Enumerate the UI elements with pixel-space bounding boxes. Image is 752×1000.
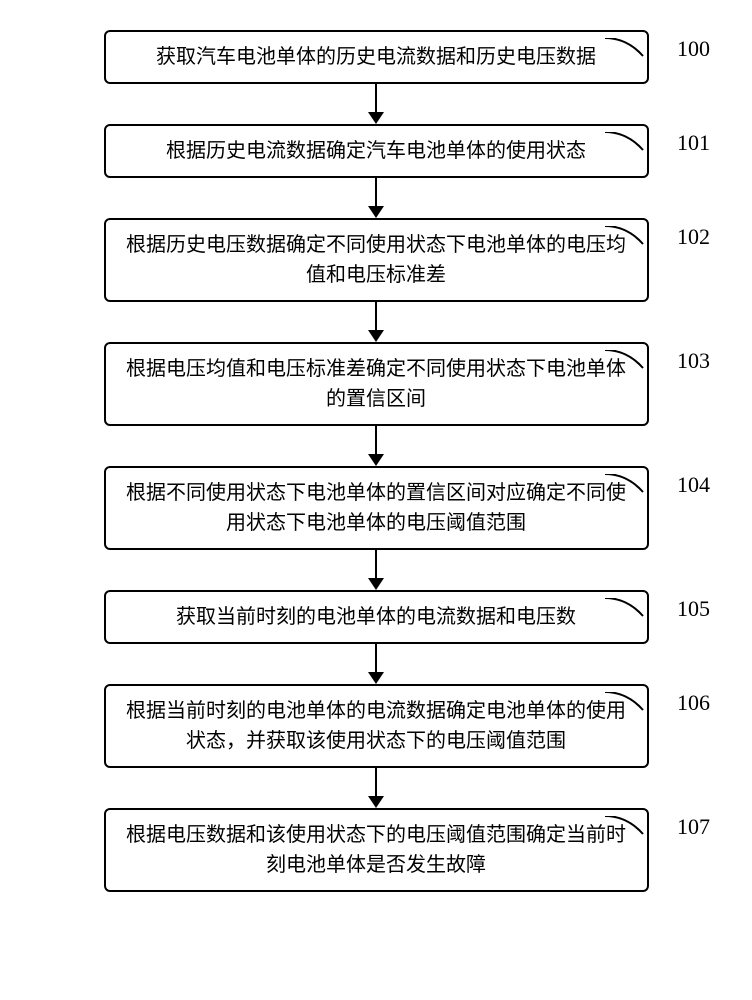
arrow-down-icon <box>368 84 384 124</box>
flow-step: 根据历史电压数据确定不同使用状态下电池单体的电压均值和电压标准差 102 <box>0 218 752 302</box>
step-text: 根据历史电压数据确定不同使用状态下电池单体的电压均值和电压标准差 <box>124 230 629 290</box>
step-box: 获取汽车电池单体的历史电流数据和历史电压数据 <box>104 30 649 84</box>
flow-step: 获取当前时刻的电池单体的电流数据和电压数 105 <box>0 590 752 644</box>
connector-line <box>605 692 650 714</box>
connector-line <box>605 132 650 154</box>
flowchart: 获取汽车电池单体的历史电流数据和历史电压数据 100 根据历史电流数据确定汽车电… <box>0 30 752 892</box>
step-text: 根据电压均值和电压标准差确定不同使用状态下电池单体的置信区间 <box>124 354 629 414</box>
step-label: 100 <box>677 36 710 62</box>
arrow-down-icon <box>368 302 384 342</box>
connector-line <box>605 350 650 372</box>
arrow-down-icon <box>368 644 384 684</box>
step-text: 根据当前时刻的电池单体的电流数据确定电池单体的使用状态，并获取该使用状态下的电压… <box>124 696 629 756</box>
step-label: 101 <box>677 130 710 156</box>
step-box: 根据电压均值和电压标准差确定不同使用状态下电池单体的置信区间 <box>104 342 649 426</box>
connector-line <box>605 226 650 248</box>
step-box: 根据历史电压数据确定不同使用状态下电池单体的电压均值和电压标准差 <box>104 218 649 302</box>
arrow-down-icon <box>368 550 384 590</box>
connector-line <box>605 816 650 838</box>
step-label: 106 <box>677 690 710 716</box>
step-box: 根据不同使用状态下电池单体的置信区间对应确定不同使用状态下电池单体的电压阈值范围 <box>104 466 649 550</box>
step-text: 根据历史电流数据确定汽车电池单体的使用状态 <box>166 136 586 166</box>
connector-line <box>605 598 650 620</box>
step-text: 根据不同使用状态下电池单体的置信区间对应确定不同使用状态下电池单体的电压阈值范围 <box>124 478 629 538</box>
connector-line <box>605 38 650 60</box>
step-box: 根据历史电流数据确定汽车电池单体的使用状态 <box>104 124 649 178</box>
step-box: 根据电压数据和该使用状态下的电压阈值范围确定当前时刻电池单体是否发生故障 <box>104 808 649 892</box>
step-label: 107 <box>677 814 710 840</box>
step-box: 获取当前时刻的电池单体的电流数据和电压数 <box>104 590 649 644</box>
flow-step: 根据当前时刻的电池单体的电流数据确定电池单体的使用状态，并获取该使用状态下的电压… <box>0 684 752 768</box>
arrow-down-icon <box>368 178 384 218</box>
arrow-down-icon <box>368 426 384 466</box>
flow-step: 根据电压均值和电压标准差确定不同使用状态下电池单体的置信区间 103 <box>0 342 752 426</box>
flow-step: 根据不同使用状态下电池单体的置信区间对应确定不同使用状态下电池单体的电压阈值范围… <box>0 466 752 550</box>
flow-step: 根据电压数据和该使用状态下的电压阈值范围确定当前时刻电池单体是否发生故障 107 <box>0 808 752 892</box>
flow-step: 获取汽车电池单体的历史电流数据和历史电压数据 100 <box>0 30 752 84</box>
step-box: 根据当前时刻的电池单体的电流数据确定电池单体的使用状态，并获取该使用状态下的电压… <box>104 684 649 768</box>
arrow-down-icon <box>368 768 384 808</box>
step-text: 获取汽车电池单体的历史电流数据和历史电压数据 <box>156 42 596 72</box>
step-label: 103 <box>677 348 710 374</box>
step-text: 根据电压数据和该使用状态下的电压阈值范围确定当前时刻电池单体是否发生故障 <box>124 820 629 880</box>
step-label: 102 <box>677 224 710 250</box>
step-label: 105 <box>677 596 710 622</box>
connector-line <box>605 474 650 496</box>
step-text: 获取当前时刻的电池单体的电流数据和电压数 <box>176 602 576 632</box>
step-label: 104 <box>677 472 710 498</box>
flow-step: 根据历史电流数据确定汽车电池单体的使用状态 101 <box>0 124 752 178</box>
